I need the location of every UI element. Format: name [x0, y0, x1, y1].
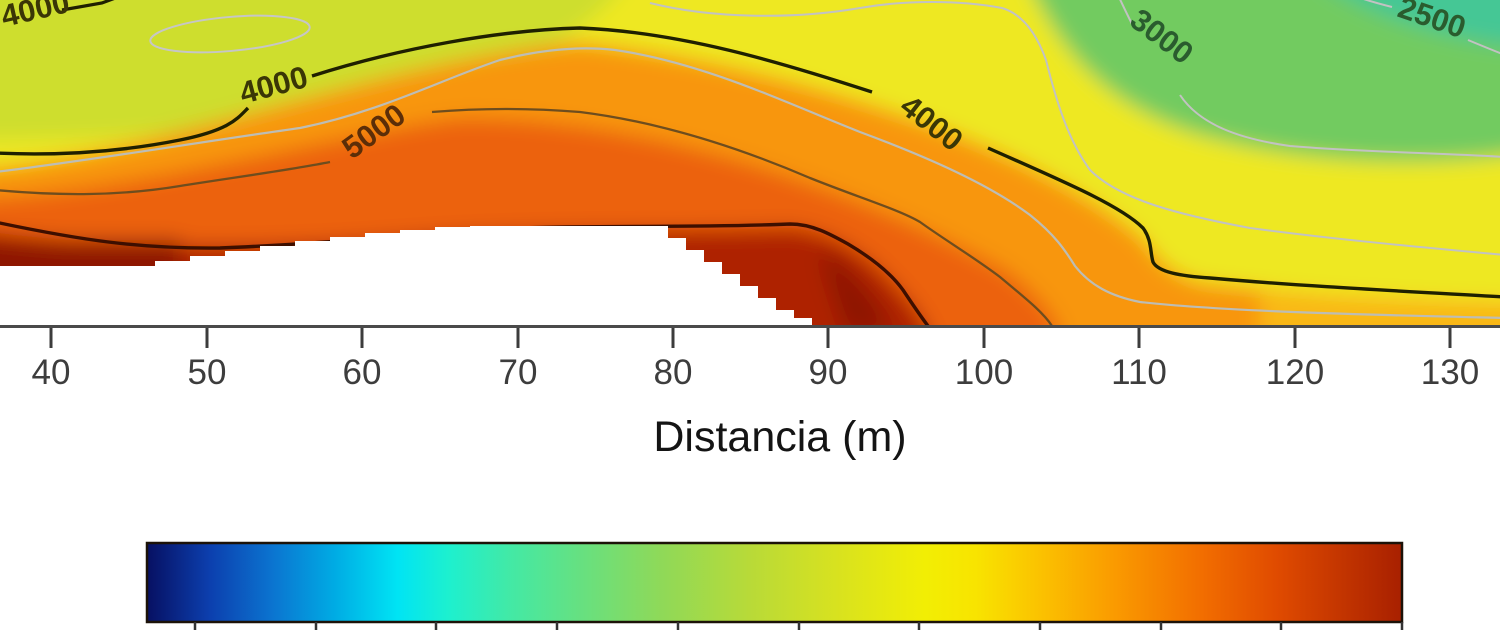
x-tick-label: 80 — [654, 353, 693, 392]
x-tick-label: 90 — [809, 353, 848, 392]
field-teal-corner — [1351, 0, 1500, 45]
x-tick-label: 50 — [188, 353, 227, 392]
field-darkest-tongue — [822, 252, 890, 327]
x-axis-ticks — [49, 328, 1452, 348]
contour-4000-line — [0, 26, 1500, 299]
topography-mask — [0, 226, 812, 327]
contour-3500-gray — [649, 1, 1500, 256]
colorbar-gradient-bar — [145, 541, 1404, 624]
contour-2500-gray — [1363, 0, 1500, 55]
x-tick-label: 130 — [1421, 353, 1479, 392]
x-axis: 40 50 60 70 80 90 100 110 120 130 Distan… — [0, 325, 1500, 461]
x-tick-label: 100 — [955, 353, 1013, 392]
x-axis-title: Distancia (m) — [653, 413, 906, 461]
contour-3000-gray — [1119, 0, 1500, 158]
field-green-topright — [1037, 0, 1500, 162]
contour-lines — [0, 0, 1500, 327]
contour-5000-line — [0, 107, 1053, 327]
contour-map: 4000 4000 5000 4000 3000 2500 — [0, 0, 1500, 327]
x-tick-label: 40 — [32, 353, 71, 392]
colorbar-ticks — [193, 622, 1404, 630]
contour-4500-gray — [0, 47, 1500, 319]
x-tick-label: 110 — [1111, 353, 1167, 392]
x-tick-label: 120 — [1266, 353, 1324, 392]
colorbar — [145, 541, 1404, 630]
contour-closed-ellipse — [149, 14, 311, 54]
x-tick-label: 70 — [499, 353, 538, 392]
contour-4000-topleft-stub — [61, 0, 115, 12]
x-tick-label: 60 — [343, 353, 382, 392]
field-orangeyellow-bottomright — [1260, 290, 1500, 327]
x-axis-tick-labels: 40 50 60 70 80 90 100 110 120 130 — [32, 353, 1480, 392]
